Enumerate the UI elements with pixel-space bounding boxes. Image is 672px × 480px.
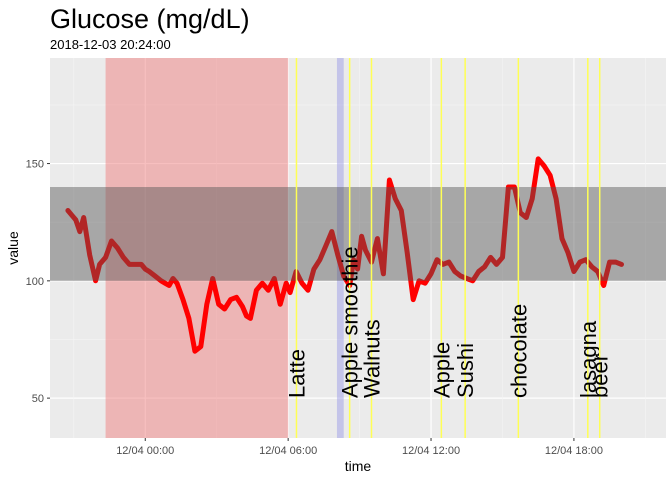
- shaded-period-2: [336, 58, 344, 438]
- annotation-label-1: Latte: [285, 349, 310, 398]
- annotation-label-4: Apple: [429, 342, 454, 398]
- chart-title: Glucose (mg/dL): [50, 4, 250, 34]
- band-layer: [105, 58, 344, 438]
- glucose-series-line: [65, 156, 624, 354]
- x-axis-title: time: [345, 458, 372, 474]
- x-tick-label: 12/04 00:00: [116, 445, 174, 457]
- axis-layer: 50 100 150 12/04 00:00 12/04 06:00 12/04 12:0…: [26, 159, 603, 457]
- annotation-label-5: Sushi: [453, 343, 478, 398]
- y-tick-label: 150: [26, 159, 44, 171]
- shaded-period-1: [105, 58, 289, 438]
- x-tick-label: 12/04 12:00: [402, 445, 460, 457]
- annotation-label-2: Apple smoothie: [338, 246, 363, 398]
- target-range-band: [50, 187, 666, 281]
- y-axis-title: value: [5, 231, 21, 265]
- annotation-label-6: chocolate: [506, 304, 531, 398]
- annotation-label-8: beer: [588, 354, 613, 398]
- y-tick-label: 100: [26, 276, 44, 288]
- annotation-label-3: Walnuts: [360, 319, 385, 398]
- line-layer: [50, 156, 666, 354]
- x-tick-label: 12/04 06:00: [259, 445, 317, 457]
- x-tick-label: 12/04 18:00: [545, 445, 603, 457]
- y-tick-label: 50: [32, 393, 44, 405]
- chart-subtitle: 2018-12-03 20:24:00: [50, 37, 171, 52]
- annotation-label-7: lasagna: [576, 320, 601, 398]
